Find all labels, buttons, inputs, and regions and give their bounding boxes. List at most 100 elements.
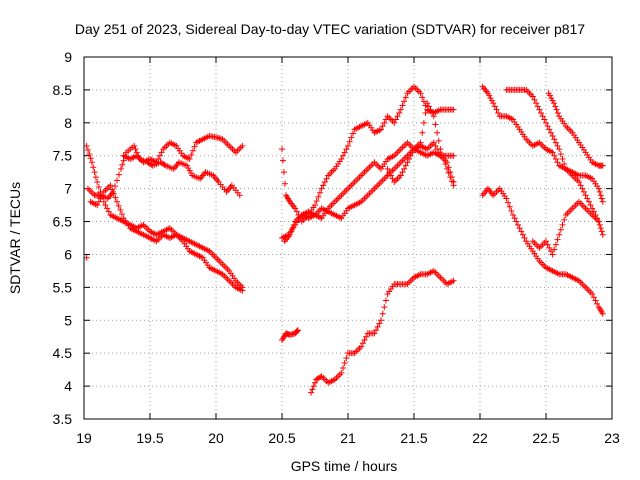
y-tick-label: 4 xyxy=(64,378,72,394)
data-point xyxy=(371,330,378,337)
data-point xyxy=(420,98,427,105)
data-point xyxy=(191,143,198,150)
x-tick-label: 22 xyxy=(472,430,488,446)
data-point xyxy=(239,284,246,291)
data-point xyxy=(557,226,564,233)
x-tick-label: 21 xyxy=(340,430,356,446)
data-point xyxy=(556,231,563,238)
data-point xyxy=(376,320,383,327)
data-point xyxy=(158,149,165,156)
data-point xyxy=(239,142,246,149)
y-tick-label: 6.5 xyxy=(53,214,73,230)
data-point xyxy=(435,149,442,156)
series-track-a xyxy=(84,142,243,202)
data-point xyxy=(579,185,586,192)
data-point xyxy=(439,151,446,158)
data-point xyxy=(345,142,351,149)
data-point xyxy=(290,221,297,228)
data-point xyxy=(349,130,356,137)
data-point xyxy=(543,238,549,245)
data-point xyxy=(107,182,114,189)
data-point xyxy=(551,136,558,143)
data-point xyxy=(399,102,406,109)
data-point xyxy=(589,205,596,212)
data-point xyxy=(83,142,90,149)
data-point xyxy=(553,106,560,113)
data-point xyxy=(424,100,431,107)
data-point xyxy=(589,290,596,297)
x-axis-label: GPS time / hours xyxy=(291,458,398,474)
data-point xyxy=(382,297,389,304)
data-point xyxy=(450,182,457,189)
data-point xyxy=(308,389,315,396)
data-point xyxy=(292,205,299,212)
data-point xyxy=(511,215,518,222)
y-tick-label: 7 xyxy=(64,181,72,197)
y-tick-label: 7.5 xyxy=(53,148,73,164)
data-point xyxy=(94,202,101,209)
data-point xyxy=(361,337,368,344)
data-point xyxy=(84,146,91,153)
series-track-k xyxy=(308,267,457,396)
data-point xyxy=(153,159,160,166)
data-point xyxy=(552,241,559,248)
data-point xyxy=(427,106,434,113)
data-point xyxy=(417,90,424,97)
y-tick-label: 9 xyxy=(64,49,72,65)
data-point xyxy=(348,134,355,141)
plot-frame xyxy=(83,56,613,420)
data-point xyxy=(309,386,316,393)
data-point xyxy=(406,156,413,163)
data-point xyxy=(582,192,589,199)
data-point xyxy=(450,277,457,284)
data-point xyxy=(86,151,93,158)
data-point xyxy=(596,188,603,195)
data-point xyxy=(594,300,601,307)
series-track-j xyxy=(279,327,301,344)
data-point xyxy=(338,369,345,376)
data-point xyxy=(346,138,353,145)
data-point xyxy=(341,360,348,367)
data-point xyxy=(598,228,605,235)
data-point xyxy=(531,96,538,103)
data-point xyxy=(407,152,414,159)
series-track-m xyxy=(503,86,606,238)
data-point xyxy=(595,218,602,225)
data-point xyxy=(547,129,554,136)
data-point xyxy=(503,195,510,202)
data-point xyxy=(587,202,594,209)
data-point xyxy=(236,192,243,199)
data-point xyxy=(577,182,584,189)
data-point xyxy=(430,139,437,146)
series-track-n xyxy=(545,90,606,169)
data-point xyxy=(373,327,380,334)
data-point xyxy=(396,109,403,116)
data-point xyxy=(379,310,386,317)
data-point xyxy=(281,180,288,187)
data-point xyxy=(554,159,561,166)
data-point xyxy=(374,323,381,330)
x-tick-label: 23 xyxy=(604,430,620,446)
data-point xyxy=(317,374,324,381)
data-point xyxy=(450,106,457,113)
series-track-g xyxy=(279,139,457,241)
data-point xyxy=(402,94,409,101)
y-tick-label: 5.5 xyxy=(53,279,73,295)
data-point xyxy=(506,203,513,210)
data-point xyxy=(429,109,436,116)
data-point xyxy=(294,327,301,334)
data-point xyxy=(87,155,94,162)
data-point xyxy=(409,149,416,156)
data-point xyxy=(556,146,563,153)
data-point xyxy=(559,156,566,163)
x-tick-label: 20 xyxy=(208,430,224,446)
data-point xyxy=(599,310,606,317)
data-point xyxy=(83,254,90,261)
data-point xyxy=(437,146,444,153)
data-point xyxy=(131,142,138,149)
data-point xyxy=(430,113,437,120)
data-point xyxy=(584,195,591,202)
data-point xyxy=(161,161,168,168)
data-point xyxy=(538,109,545,116)
